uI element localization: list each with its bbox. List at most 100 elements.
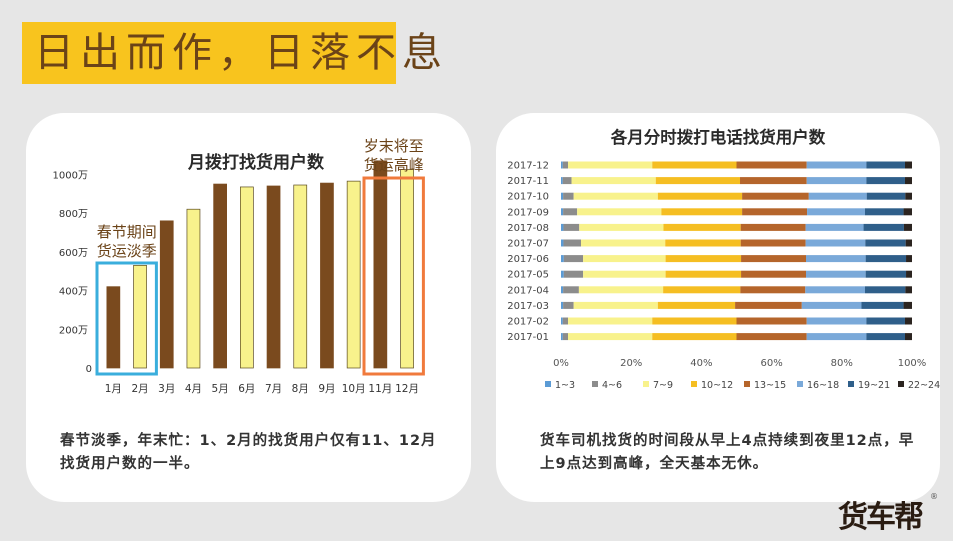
- hourly-distribution-note: 货车司机找货的时间段从早上4点持续到夜里12点，早上9点达到高峰，全天基本无休。: [540, 430, 920, 476]
- segment-2017-07-1: [563, 240, 581, 247]
- segment-2017-02-7: [905, 318, 912, 325]
- brand-logo: 货车帮: [838, 492, 922, 536]
- legend-label: 19~21: [858, 380, 890, 391]
- segment-2017-02-2: [568, 318, 652, 325]
- segment-2017-10-2: [574, 193, 658, 200]
- segment-2017-01-5: [807, 333, 867, 340]
- legend-swatch: [592, 381, 598, 387]
- segment-2017-09-0: [561, 208, 563, 215]
- segment-2017-02-5: [807, 318, 867, 325]
- segment-2017-06-7: [906, 255, 912, 262]
- segment-2017-06-3: [666, 255, 741, 262]
- segment-2017-10-7: [905, 193, 912, 200]
- segment-2017-10-3: [658, 193, 742, 200]
- segment-2017-08-2: [579, 224, 663, 231]
- segment-2017-04-3: [663, 286, 740, 293]
- legend-swatch: [848, 381, 854, 387]
- segment-2017-11-3: [656, 177, 740, 184]
- segment-2017-09-4: [742, 208, 807, 215]
- segment-2017-02-0: [561, 318, 563, 325]
- segment-2017-06-5: [806, 255, 866, 262]
- y-tick-label: 2017-04: [507, 285, 549, 296]
- segment-2017-07-4: [741, 240, 806, 247]
- segment-2017-12-7: [905, 162, 912, 169]
- segment-2017-07-7: [906, 240, 912, 247]
- legend-label: 7~9: [653, 380, 673, 391]
- y-tick-label: 2017-10: [507, 192, 549, 203]
- segment-2017-01-7: [905, 333, 912, 340]
- y-tick-label: 2017-08: [507, 223, 549, 234]
- segment-2017-03-1: [563, 302, 574, 309]
- x-tick-label: 100%: [898, 358, 927, 369]
- legend-swatch: [797, 381, 803, 387]
- legend-swatch: [643, 381, 649, 387]
- legend-label: 4~6: [602, 380, 622, 391]
- segment-2017-09-5: [807, 208, 865, 215]
- segment-2017-11-2: [572, 177, 656, 184]
- segment-2017-09-6: [865, 208, 904, 215]
- segment-2017-04-2: [579, 286, 663, 293]
- legend-swatch: [545, 381, 551, 387]
- segment-2017-11-6: [866, 177, 905, 184]
- segment-2017-02-4: [737, 318, 807, 325]
- segment-2017-05-1: [564, 271, 583, 278]
- segment-2017-12-5: [807, 162, 867, 169]
- segment-2017-11-4: [740, 177, 807, 184]
- legend-label: 16~18: [807, 380, 839, 391]
- legend-label: 10~12: [701, 380, 733, 391]
- segment-2017-08-6: [864, 224, 904, 231]
- registered-mark: ®: [930, 492, 938, 501]
- segment-2017-04-0: [561, 286, 563, 293]
- x-tick-label: 20%: [620, 358, 642, 369]
- segment-2017-12-1: [563, 162, 568, 169]
- segment-2017-01-4: [737, 333, 807, 340]
- y-tick-label: 2017-07: [507, 239, 549, 250]
- segment-2017-05-5: [806, 271, 866, 278]
- y-tick-label: 2017-11: [507, 176, 549, 187]
- segment-2017-04-7: [905, 286, 912, 293]
- segment-2017-03-7: [904, 302, 912, 309]
- segment-2017-10-1: [563, 193, 574, 200]
- segment-2017-11-5: [807, 177, 867, 184]
- legend-swatch: [898, 381, 904, 387]
- segment-2017-02-1: [563, 318, 568, 325]
- segment-2017-03-5: [802, 302, 862, 309]
- segment-2017-10-4: [742, 193, 809, 200]
- segment-2017-01-2: [568, 333, 652, 340]
- segment-2017-03-6: [861, 302, 903, 309]
- segment-2017-07-5: [806, 240, 866, 247]
- segment-2017-08-1: [563, 224, 579, 231]
- y-tick-label: 2017-05: [507, 270, 549, 281]
- segment-2017-05-7: [906, 271, 912, 278]
- segment-2017-03-0: [561, 302, 563, 309]
- segment-2017-10-6: [867, 193, 906, 200]
- segment-2017-04-4: [740, 286, 805, 293]
- segment-2017-09-1: [563, 208, 577, 215]
- y-tick-label: 2017-12: [507, 161, 549, 172]
- segment-2017-02-3: [652, 318, 736, 325]
- monthly-users-note: 春节淡季，年末忙：1、2月的找货用户仅有11、12月找货用户数的一半。: [60, 430, 450, 476]
- segment-2017-08-7: [904, 224, 912, 231]
- segment-2017-01-3: [652, 333, 736, 340]
- segment-2017-05-2: [583, 271, 665, 278]
- segment-2017-11-0: [561, 177, 563, 184]
- segment-2017-07-2: [581, 240, 665, 247]
- segment-2017-11-7: [905, 177, 912, 184]
- segment-2017-10-5: [809, 193, 867, 200]
- segment-2017-07-0: [561, 240, 563, 247]
- segment-2017-04-6: [865, 286, 905, 293]
- legend-label: 13~15: [754, 380, 786, 391]
- y-tick-label: 2017-01: [507, 332, 549, 343]
- legend-swatch: [691, 381, 697, 387]
- segment-2017-07-6: [865, 240, 905, 247]
- segment-2017-08-5: [806, 224, 864, 231]
- segment-2017-12-2: [568, 162, 652, 169]
- legend-label: 22~24: [908, 380, 940, 391]
- segment-2017-11-1: [563, 177, 572, 184]
- segment-2017-09-3: [661, 208, 742, 215]
- x-tick-label: 0%: [553, 358, 569, 369]
- segment-2017-08-0: [561, 224, 563, 231]
- segment-2017-12-0: [561, 162, 563, 169]
- segment-2017-05-4: [741, 271, 806, 278]
- segment-2017-05-0: [561, 271, 564, 278]
